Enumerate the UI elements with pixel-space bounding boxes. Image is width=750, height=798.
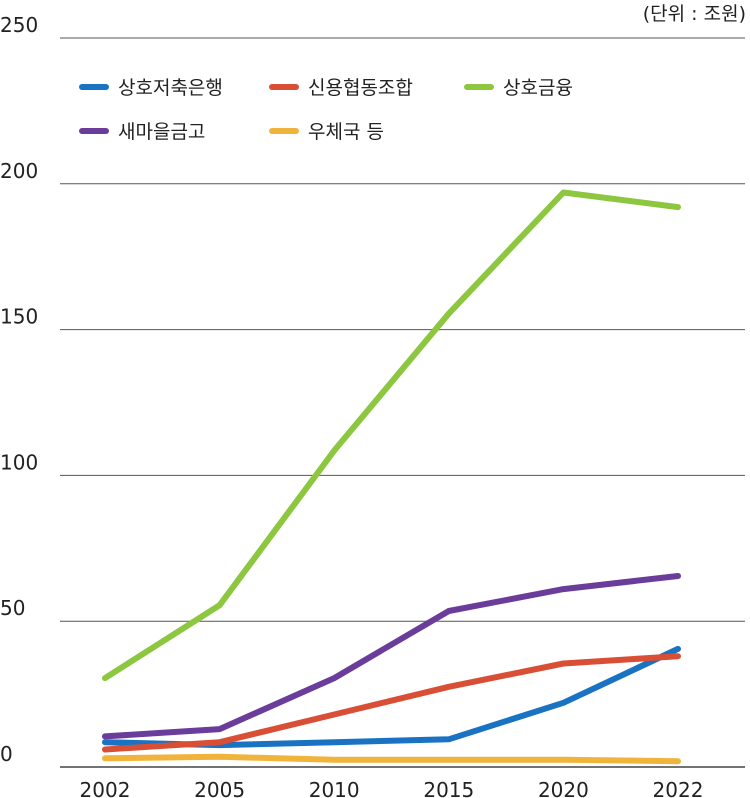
legend-label: 상호금융	[503, 77, 573, 99]
x-tick-label: 2022	[653, 778, 704, 798]
y-axis-ticks: 0 50 100 150 200 250	[0, 13, 38, 766]
legend-label: 새마을금고	[118, 121, 205, 143]
series-line	[102, 753, 681, 765]
x-tick-label: 2002	[80, 778, 131, 798]
x-tick-label: 2020	[538, 778, 589, 798]
legend-label: 상호저축은행	[118, 77, 223, 99]
series-line	[102, 653, 681, 753]
legend-label: 우체국 등	[308, 121, 384, 143]
unit-label: (단위 : 조원)	[643, 3, 746, 25]
y-tick-label: 100	[0, 450, 38, 474]
x-tick-label: 2015	[423, 778, 474, 798]
y-tick-label: 200	[0, 159, 38, 183]
y-tick-label: 50	[0, 596, 25, 620]
series-line	[102, 573, 681, 740]
series-line	[102, 189, 681, 682]
x-tick-label: 2005	[194, 778, 245, 798]
series-lines	[102, 189, 681, 765]
gridlines	[60, 37, 745, 768]
legend-label: 신용협동조합	[308, 77, 413, 99]
y-tick-label: 0	[0, 742, 13, 766]
x-tick-label: 2010	[309, 778, 360, 798]
y-tick-label: 150	[0, 305, 38, 329]
x-axis-ticks: 2002 2005 2010 2015 2020 2022	[80, 778, 704, 798]
y-tick-label: 250	[0, 13, 38, 37]
